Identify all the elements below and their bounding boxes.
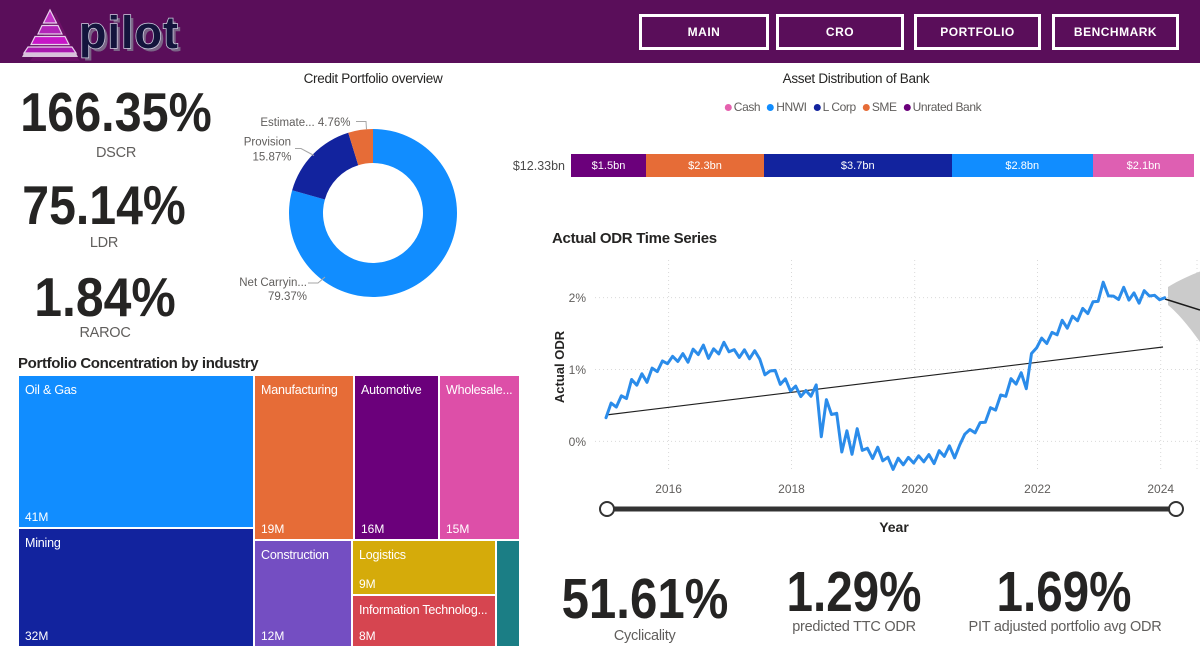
svg-text:1%: 1% [569, 363, 587, 377]
svg-text:15.87%: 15.87% [252, 152, 291, 164]
svg-text:pilot: pilot [82, 10, 182, 61]
svg-text:Year: Year [879, 519, 909, 535]
svg-text:2%: 2% [569, 291, 587, 305]
svg-text:0%: 0% [569, 435, 587, 449]
svg-text:pilot: pilot [79, 7, 179, 58]
svg-text:Net Carryin...: Net Carryin... [239, 277, 307, 289]
svg-text:2016: 2016 [655, 482, 682, 496]
svg-text:2018: 2018 [778, 482, 805, 496]
svg-text:Estimate... 4.76%: Estimate... 4.76% [260, 117, 350, 129]
svg-text:Actual ODR: Actual ODR [552, 330, 567, 403]
svg-text:2022: 2022 [1024, 482, 1051, 496]
svg-text:2020: 2020 [901, 482, 928, 496]
svg-text:Provision: Provision [244, 137, 291, 149]
svg-text:2024: 2024 [1147, 482, 1174, 496]
svg-text:79.37%: 79.37% [268, 291, 307, 303]
